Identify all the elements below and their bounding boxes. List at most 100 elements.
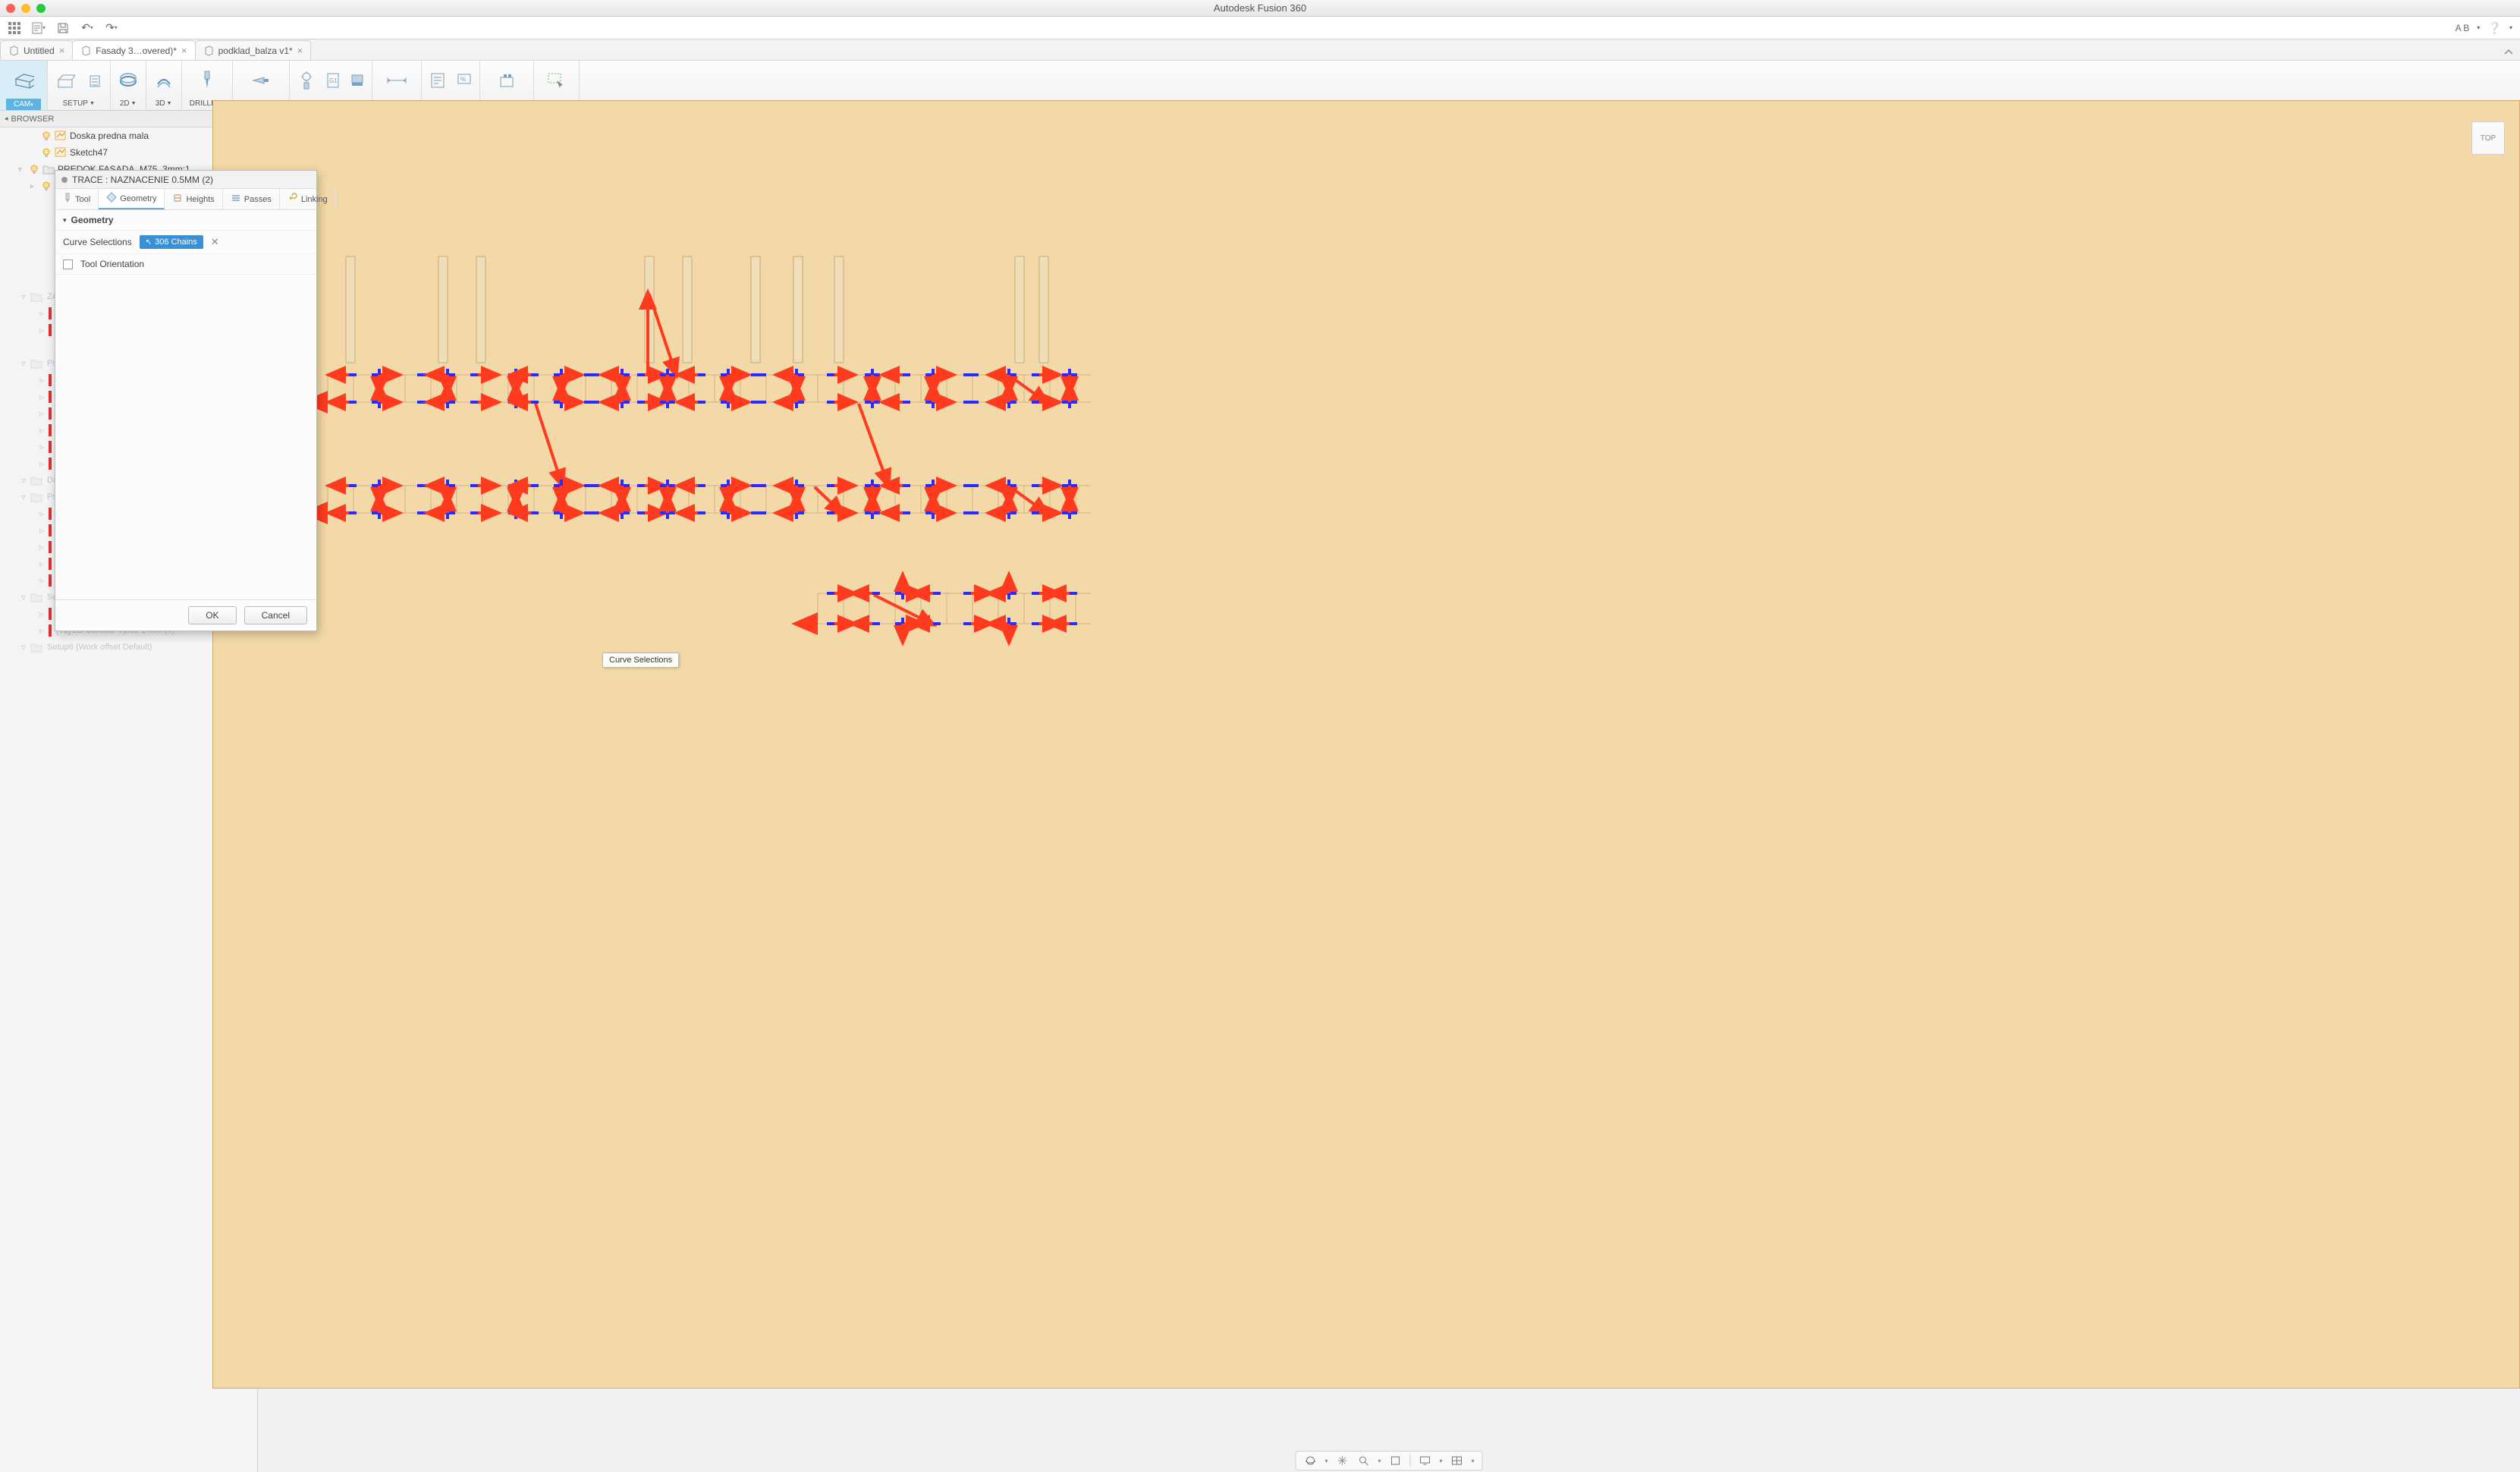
tab-label: Geometry	[120, 194, 156, 203]
curve-selections-chip[interactable]: ↖ 306 Chains	[140, 235, 203, 249]
pan-icon[interactable]	[1335, 1454, 1349, 1467]
curve-selections-label: Curve Selections	[63, 237, 132, 247]
tab-label: Heights	[186, 195, 214, 204]
tab-icon	[231, 193, 241, 206]
ok-button[interactable]: OK	[188, 606, 236, 624]
doc-tab-icon	[8, 46, 19, 56]
toolpath-dialog: TRACE : NAZNACENIE 0.5MM (2) Tool Geometr…	[55, 170, 317, 631]
close-icon[interactable]: ×	[297, 45, 303, 56]
tab-icon	[63, 193, 72, 206]
ribbon-icon: G1	[297, 64, 364, 96]
help-icon[interactable]: ❔	[2487, 21, 2502, 35]
dialog-tab-heights[interactable]: Heights	[165, 189, 222, 209]
zoom-window-icon[interactable]	[36, 4, 46, 13]
svg-text:%: %	[460, 76, 466, 83]
cursor-icon: ↖	[146, 238, 152, 247]
visibility-icon[interactable]	[41, 131, 52, 141]
doc-tab-label: podklad_balza v1*	[218, 46, 293, 56]
ribbon-label: 3D ▼	[156, 98, 172, 109]
sketch-icon	[55, 131, 67, 141]
close-window-icon[interactable]	[6, 4, 15, 13]
doc-tab-label: Fasady 3…overed)*	[96, 46, 177, 56]
document-tabs: Untitled×Fasady 3…overed)*×podklad_balza…	[0, 39, 2520, 61]
dialog-titlebar[interactable]: TRACE : NAZNACENIE 0.5MM (2)	[55, 171, 316, 189]
ribbon-icon	[154, 64, 174, 96]
ribbon-icon	[498, 64, 516, 96]
redo-icon[interactable]: ↷ ▾	[105, 21, 118, 35]
user-label[interactable]: A B	[2456, 23, 2470, 33]
navigation-bar: ▾ ▾ ▾ ▾	[1295, 1451, 1482, 1470]
file-menu-icon[interactable]: ▾	[32, 21, 46, 35]
curve-selections-row: Curve Selections ↖ 306 Chains ✕	[55, 231, 316, 253]
dialog-title: TRACE : NAZNACENIE 0.5MM (2)	[72, 175, 213, 185]
window-controls[interactable]	[6, 4, 46, 13]
doc-tab[interactable]: podklad_balza v1* ×	[195, 40, 312, 60]
visibility-icon[interactable]	[41, 181, 52, 191]
tree-label: Sketch47	[70, 147, 108, 158]
geometry-section-header[interactable]: ▾ Geometry	[55, 210, 316, 231]
fit-icon[interactable]	[1389, 1454, 1403, 1467]
doc-tab-icon	[203, 46, 214, 56]
tab-label: Tool	[75, 195, 90, 204]
tab-icon	[106, 192, 117, 205]
visibility-icon[interactable]	[29, 164, 39, 175]
dialog-tab-tool[interactable]: Tool	[55, 189, 99, 209]
dialog-tab-geometry[interactable]: Geometry	[99, 189, 165, 209]
workspace-switcher[interactable]: CAM▾	[0, 61, 48, 110]
minimize-window-icon[interactable]	[21, 4, 30, 13]
close-icon[interactable]: ×	[59, 45, 65, 56]
model-canvas[interactable]: TOP Curve Selections ▾ ▾ ▾ ▾	[258, 111, 2520, 1472]
ribbon-icon	[250, 64, 272, 96]
orbit-icon[interactable]	[1303, 1454, 1317, 1467]
ribbon-icon	[199, 64, 215, 96]
tool-orientation-label: Tool Orientation	[80, 259, 144, 269]
app-title: Autodesk Fusion 360	[1214, 2, 1306, 14]
ribbon-icon	[386, 64, 407, 96]
dialog-pin-icon[interactable]	[61, 177, 68, 183]
folder-icon	[42, 164, 55, 175]
dialog-tab-passes[interactable]: Passes	[223, 189, 280, 209]
visibility-icon[interactable]	[41, 147, 52, 158]
tooltip: Curve Selections	[602, 653, 679, 668]
ribbon-setup[interactable]: SETUP ▼	[48, 61, 111, 110]
browser-title: BROWSER	[11, 115, 55, 124]
cam-workspace-icon	[13, 71, 34, 92]
dialog-tab-linking[interactable]: Linking	[280, 189, 336, 209]
ribbon-label: SETUP ▼	[63, 98, 95, 109]
save-icon[interactable]	[56, 21, 70, 35]
doc-tab-icon	[80, 46, 91, 56]
mac-titlebar: Autodesk Fusion 360	[0, 0, 2520, 17]
view-cube[interactable]: TOP	[2471, 121, 2505, 155]
doc-tab[interactable]: Untitled×	[0, 40, 73, 60]
ribbon-icon	[55, 64, 102, 96]
tab-label: Linking	[301, 195, 328, 204]
ribbon-2d[interactable]: 2D ▼	[111, 61, 146, 110]
svg-text:G1: G1	[329, 77, 338, 84]
app-grid-icon[interactable]	[8, 21, 21, 35]
tool-orientation-row[interactable]: Tool Orientation	[55, 253, 316, 275]
tab-icon	[288, 193, 298, 206]
dialog-buttons: OK Cancel	[55, 599, 316, 631]
undo-icon[interactable]: ↶ ▾	[80, 21, 94, 35]
display-settings-icon[interactable]	[1419, 1454, 1432, 1467]
ribbon-3d[interactable]: 3D ▼	[146, 61, 182, 110]
curve-count: 306 Chains	[155, 237, 197, 247]
tab-label: Passes	[244, 195, 272, 204]
cam-label: CAM	[14, 100, 30, 109]
section-label: Geometry	[71, 215, 114, 225]
close-icon[interactable]: ×	[181, 45, 187, 56]
tab-icon	[172, 193, 183, 206]
cancel-button[interactable]: Cancel	[244, 606, 307, 624]
tool-orientation-checkbox[interactable]	[63, 259, 73, 269]
tabs-expand-icon[interactable]	[2497, 46, 2520, 60]
zoom-icon[interactable]	[1356, 1454, 1370, 1467]
toolpath-overlay	[258, 111, 2520, 1472]
dialog-tabs: ToolGeometryHeightsPassesLinking	[55, 189, 316, 210]
quick-access-toolbar: ▾ ↶ ▾ ↷ ▾ A B ▾ ❔ ▾	[0, 17, 2520, 39]
clear-selection-icon[interactable]: ✕	[211, 236, 219, 248]
grid-settings-icon[interactable]	[1450, 1454, 1464, 1467]
tree-label: Doska predna mala	[70, 131, 149, 141]
ribbon-label: 2D ▼	[120, 98, 137, 109]
ribbon-icon	[546, 64, 566, 96]
doc-tab[interactable]: Fasady 3…overed)* ×	[72, 40, 195, 60]
